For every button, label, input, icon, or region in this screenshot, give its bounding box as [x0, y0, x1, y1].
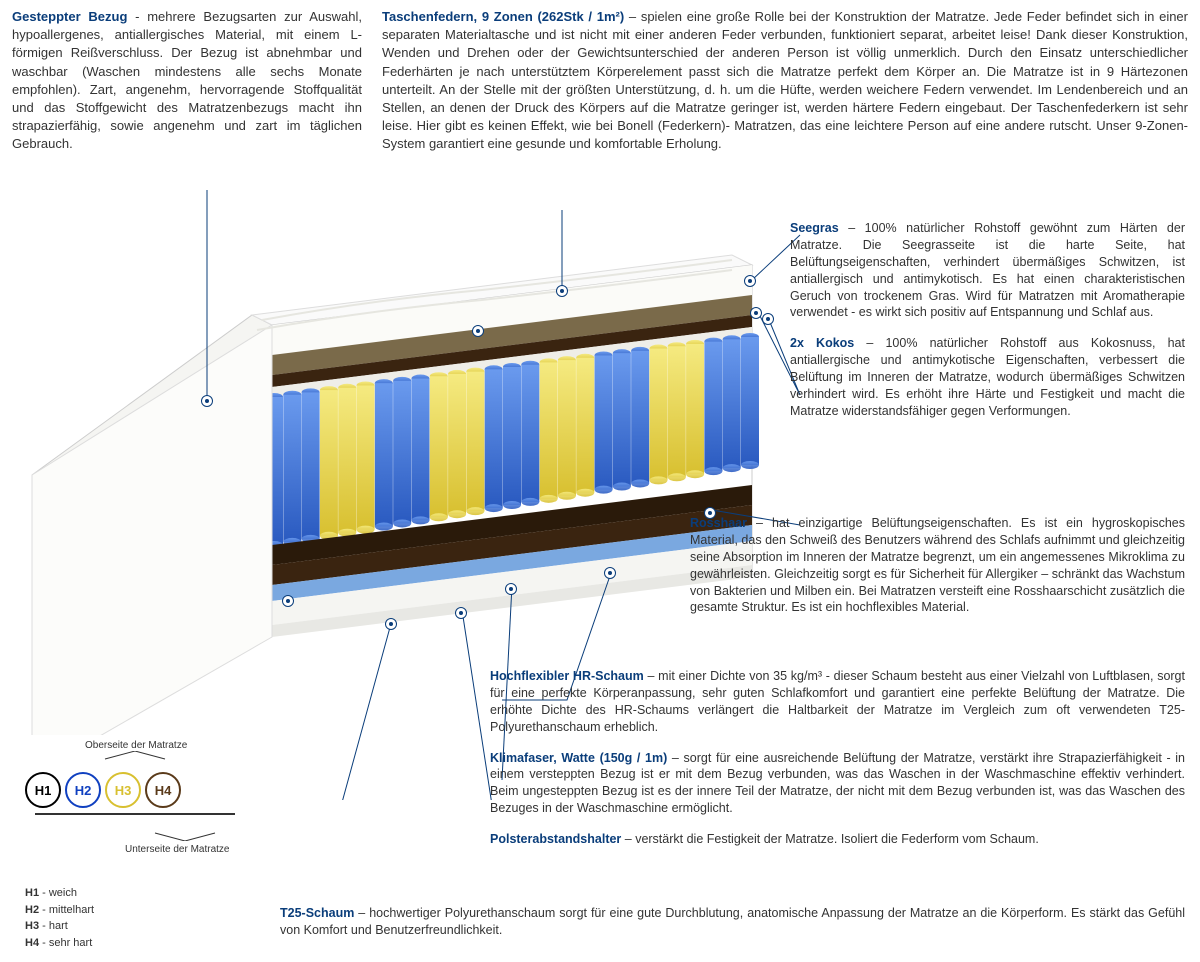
federn-title: Taschenfedern, 9 Zonen (262Stk / 1m²): [382, 9, 624, 24]
features-wide: Hochflexibler HR-Schaum – mit einer Dich…: [490, 668, 1185, 862]
marker-federn: [556, 285, 568, 297]
hardness-circle: H3: [105, 772, 141, 808]
marker-kokos-2: [762, 313, 774, 325]
hardness-legend: Oberseite der Matratze H1H2H3H4 Untersei…: [25, 740, 285, 951]
intro-federn: Taschenfedern, 9 Zonen (262Stk / 1m²) – …: [382, 8, 1188, 154]
hardness-legend-row: H4 - sehr hart: [25, 935, 285, 952]
feature-t25: T25-Schaum – hochwertiger Polyurethansch…: [280, 905, 1185, 939]
hardness-circle: H1: [25, 772, 61, 808]
marker-polster: [455, 607, 467, 619]
marker-side: [282, 595, 294, 607]
marker-hrschaum: [604, 567, 616, 579]
hardness-legend-row: H3 - hart: [25, 918, 285, 935]
hardness-legend-row: H2 - mittelhart: [25, 902, 285, 919]
feature-klima: Klimafaser, Watte (150g / 1m) – sorgt fü…: [490, 750, 1185, 818]
marker-klima: [505, 583, 517, 595]
feature-hrschaum: Hochflexibler HR-Schaum – mit einer Dich…: [490, 668, 1185, 736]
marker-bezug: [201, 395, 213, 407]
feature-polster: Polsterabstandshalter – verstärkt die Fe…: [490, 831, 1185, 848]
features-mid: Rosshaar – hat einzigartige Belüftungsei…: [690, 515, 1185, 630]
intro-bezug: Gesteppter Bezug - mehrere Bezugsarten z…: [12, 8, 382, 154]
bottom-side-label: Unterseite der Matratze: [125, 844, 285, 855]
marker-seegras: [744, 275, 756, 287]
mattress-diagram: [12, 215, 782, 735]
marker-kokos-1: [750, 307, 762, 319]
hardness-list: H1 - weichH2 - mittelhartH3 - hartH4 - s…: [25, 885, 285, 951]
marker-t25: [385, 618, 397, 630]
hardness-circles: H1H2H3H4: [25, 772, 285, 808]
bezug-title: Gesteppter Bezug: [12, 9, 127, 24]
federn-text: – spielen eine große Rolle bei der Konst…: [382, 9, 1188, 151]
top-side-label: Oberseite der Matratze: [85, 740, 285, 751]
features-right: Seegras – 100% natürlicher Rohstoff gewö…: [790, 220, 1185, 434]
feature-seegras: Seegras – 100% natürlicher Rohstoff gewö…: [790, 220, 1185, 321]
bezug-text: - mehrere Bezugsarten zur Auswahl, hypoa…: [12, 9, 362, 151]
marker-layer: [472, 325, 484, 337]
hardness-legend-row: H1 - weich: [25, 885, 285, 902]
hardness-circle: H4: [145, 772, 181, 808]
feature-kokos: 2x Kokos – 100% natürlicher Rohstoff aus…: [790, 335, 1185, 419]
feature-rosshaar: Rosshaar – hat einzigartige Belüftungsei…: [690, 515, 1185, 616]
hardness-circle: H2: [65, 772, 101, 808]
features-bottom: T25-Schaum – hochwertiger Polyurethansch…: [280, 905, 1185, 953]
